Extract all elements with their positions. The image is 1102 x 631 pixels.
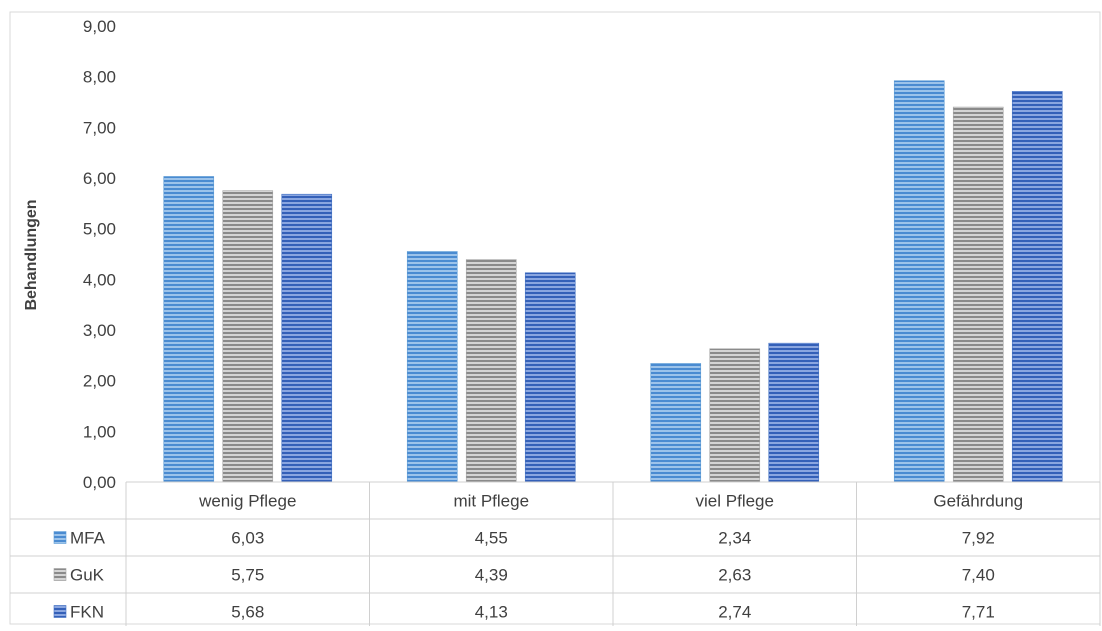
y-tick-label: 6,00 [83,169,116,188]
y-axis-title: Behandlungen [23,199,40,310]
legend-swatch-fkn [53,605,67,618]
bar-guk [709,348,761,483]
data-label: 5,75 [231,566,264,585]
bar-fkn [768,342,820,483]
data-label: 2,74 [718,603,751,622]
data-label: 5,68 [231,603,264,622]
bar-mfa [163,176,215,483]
bar-mfa [406,251,458,483]
bar-guk [222,190,274,483]
data-label: 6,03 [231,529,264,548]
bar-mfa [650,363,702,483]
x-tick-label: viel Pflege [696,492,774,511]
legend-label: FKN [70,603,104,622]
y-tick-label: 3,00 [83,321,116,340]
y-tick-label: 5,00 [83,220,116,239]
y-tick-label: 7,00 [83,118,116,137]
legend-label: MFA [70,529,106,548]
bar-fkn [524,272,576,483]
data-label: 4,39 [475,566,508,585]
x-tick-label: mit Pflege [453,492,529,511]
legend-swatch-guk [53,568,67,581]
data-label: 7,71 [962,603,995,622]
bar-guk [465,259,517,483]
y-tick-label: 4,00 [83,270,116,289]
y-tick-label: 1,00 [83,422,116,441]
data-label: 7,40 [962,566,995,585]
y-tick-label: 2,00 [83,372,116,391]
chart-border [9,11,1101,625]
legend-label: GuK [70,566,105,585]
data-label: 2,63 [718,566,751,585]
bar-fkn [1011,91,1063,483]
legend-swatch-mfa [53,531,67,544]
bar-guk [952,106,1004,483]
data-label: 4,13 [475,603,508,622]
x-tick-label: Gefährdung [933,492,1023,511]
y-tick-label: 0,00 [83,473,116,492]
data-label: 2,34 [718,529,751,548]
x-tick-label: wenig Pflege [198,492,296,511]
data-label: 7,92 [962,529,995,548]
bar-mfa [893,80,945,483]
data-label: 4,55 [475,529,508,548]
bar-fkn [281,193,333,483]
y-tick-label: 9,00 [83,17,116,36]
y-tick-label: 8,00 [83,68,116,87]
